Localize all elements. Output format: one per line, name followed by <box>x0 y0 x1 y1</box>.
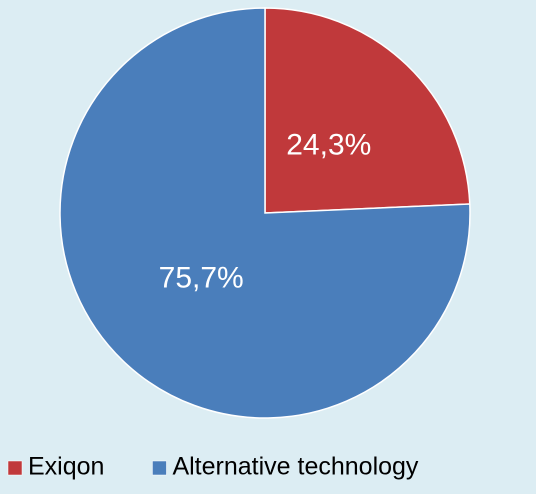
pie-slice <box>264 7 471 214</box>
pie-slice <box>59 7 471 419</box>
legend-swatch <box>152 460 167 476</box>
data-label: 24,3% <box>286 128 371 161</box>
legend-label: Alternative technology <box>172 453 418 481</box>
legend-swatch <box>7 460 23 476</box>
data-label: 75,7% <box>159 262 244 295</box>
legend-label: Exiqon <box>28 453 104 481</box>
